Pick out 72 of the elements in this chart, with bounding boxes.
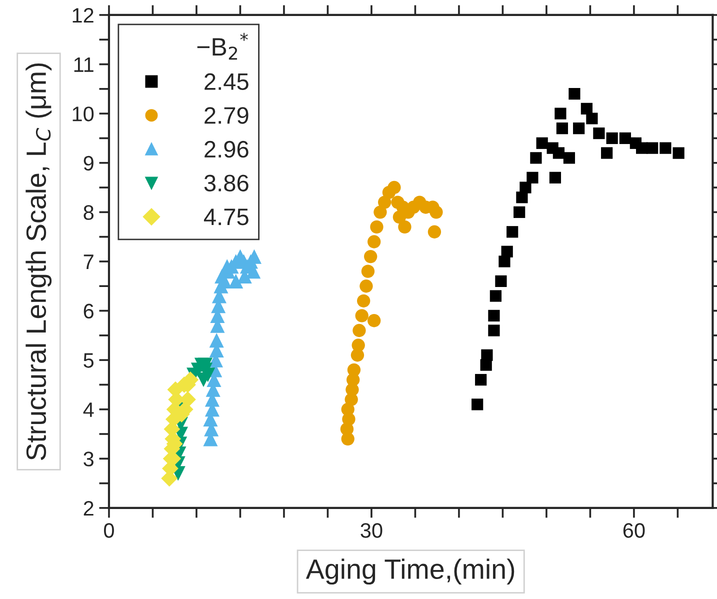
point — [573, 122, 585, 134]
point — [568, 88, 580, 100]
legend-title: −B$_{2}$$^{*}$ — [197, 32, 248, 60]
y-tick-label: 3 — [84, 452, 94, 466]
y-tick-label: 11 — [74, 57, 94, 72]
x-tick-label: 60 — [623, 523, 645, 538]
point — [549, 172, 562, 184]
point — [352, 338, 365, 352]
point — [472, 398, 484, 410]
y-tick-label: 12 — [72, 8, 94, 23]
x-tick-label: 30 — [360, 523, 382, 538]
point — [355, 309, 368, 322]
point — [506, 226, 518, 238]
legend-label: 2.79 — [204, 107, 248, 124]
point — [357, 294, 370, 308]
y-tick-label: 4 — [83, 402, 94, 417]
y-tick-label: 9 — [84, 156, 94, 171]
point — [556, 122, 568, 134]
point — [368, 314, 381, 328]
point — [601, 147, 613, 159]
point — [388, 180, 401, 194]
point — [475, 374, 487, 386]
x-tick-label: 0 — [104, 523, 114, 538]
point — [526, 172, 538, 184]
point — [370, 220, 384, 234]
point — [586, 112, 598, 124]
point — [563, 152, 576, 164]
point — [481, 349, 493, 361]
point — [364, 250, 378, 264]
point — [660, 142, 672, 154]
point — [488, 310, 500, 322]
point — [552, 147, 565, 159]
y-tick-label: 5 — [84, 353, 94, 368]
point — [392, 210, 406, 224]
legend-label: 3.86 — [204, 174, 248, 192]
point — [606, 132, 618, 144]
legend-label: 2.96 — [204, 140, 248, 158]
point — [495, 275, 507, 287]
point — [646, 142, 658, 154]
legend-label: 4.75 — [204, 208, 248, 226]
y-tick-label: 7 — [84, 254, 94, 270]
point — [672, 147, 684, 159]
point — [536, 137, 548, 149]
point — [514, 206, 526, 218]
point — [398, 220, 412, 234]
y-tick-label: 10 — [72, 106, 94, 122]
legend-label: 2.45 — [204, 73, 248, 90]
point — [430, 206, 443, 219]
point — [554, 108, 566, 120]
point — [428, 225, 442, 238]
point — [214, 268, 230, 284]
point — [501, 246, 513, 258]
y-axis-title: Structural Length Scale, L$_{C}$ (μm) — [26, 63, 52, 460]
point — [347, 363, 361, 377]
y-tick-label: 2 — [84, 500, 94, 516]
point — [488, 324, 500, 336]
y-tick-label: 8 — [84, 205, 94, 220]
point — [619, 132, 632, 144]
y-tick-label: 6 — [84, 304, 94, 319]
point — [209, 333, 224, 348]
point — [520, 182, 532, 194]
point — [374, 206, 387, 219]
point — [368, 235, 381, 248]
point — [593, 127, 605, 140]
point — [378, 196, 392, 209]
point — [228, 274, 244, 288]
point — [361, 264, 375, 278]
x-axis-title: Aging Time,(min) — [306, 558, 514, 585]
point — [360, 280, 373, 293]
point — [352, 324, 366, 338]
point — [490, 290, 502, 302]
point — [530, 152, 542, 164]
